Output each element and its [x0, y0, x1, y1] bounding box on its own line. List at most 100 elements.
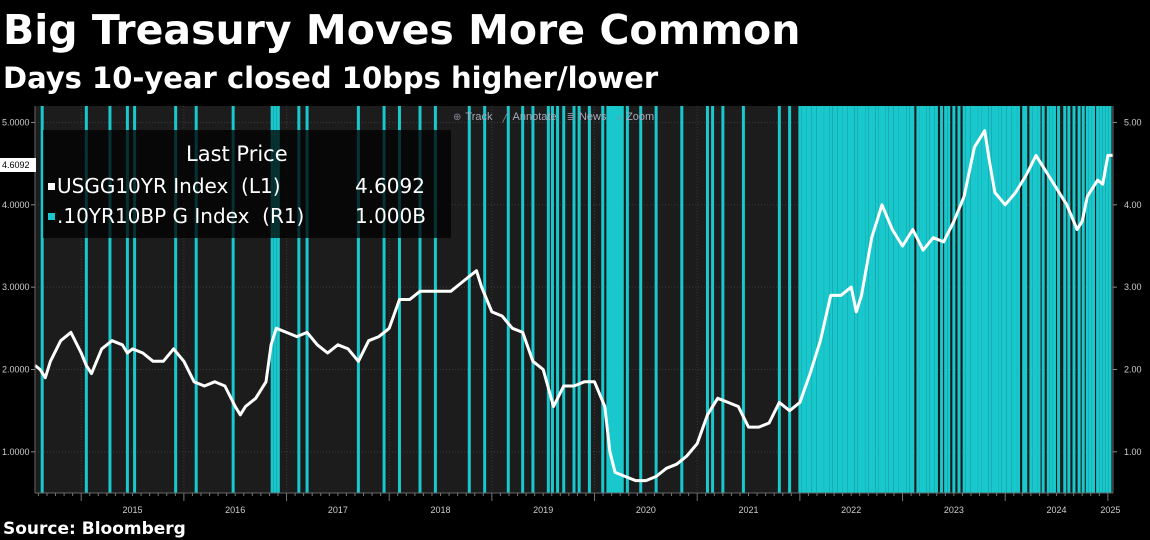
- event-bar: [991, 106, 995, 493]
- event-bar: [276, 106, 280, 493]
- event-bar: [125, 106, 129, 493]
- y-tick-label-left: 2.0000: [2, 364, 30, 374]
- event-bar: [1006, 106, 1010, 493]
- event-bar: [608, 106, 612, 493]
- event-bar: [639, 106, 643, 493]
- event-bar: [923, 106, 927, 493]
- event-bar: [995, 106, 999, 493]
- event-bar: [888, 106, 892, 493]
- event-bar: [1081, 106, 1085, 493]
- event-bar: [798, 106, 802, 493]
- y-tick-label-right: 3.00: [1124, 282, 1142, 292]
- event-bar: [777, 106, 781, 493]
- legend-series-value: 4.6092: [355, 174, 425, 198]
- event-bar: [926, 106, 930, 493]
- event-bar: [839, 106, 843, 493]
- zoom-button[interactable]: ⌕ Zoom: [616, 111, 654, 123]
- event-bar: [878, 106, 882, 493]
- event-bar: [870, 106, 874, 493]
- event-bar: [601, 106, 605, 493]
- event-bar: [521, 106, 525, 493]
- chart-svg[interactable]: 1.0000 2.0000 3.0000 4.0000 5.0000 1.00 2.00 3.…: [0, 106, 1150, 518]
- event-bar: [808, 106, 812, 493]
- event-bar: [382, 106, 386, 493]
- track-label: Track: [465, 111, 493, 123]
- event-bar: [620, 106, 624, 493]
- x-tick-label: 2022: [841, 505, 861, 515]
- event-bar: [862, 106, 866, 493]
- event-bar: [506, 106, 510, 493]
- event-bar: [680, 106, 684, 493]
- event-bar: [967, 106, 971, 493]
- event-bar: [231, 106, 235, 493]
- event-bar: [834, 106, 838, 493]
- event-bar: [1057, 106, 1061, 493]
- chart-title: Big Treasury Moves More Common: [3, 6, 801, 54]
- event-bar: [1077, 106, 1081, 493]
- crosshair-icon: ⊕: [453, 111, 462, 123]
- event-bar: [1022, 106, 1026, 493]
- event-bar: [1017, 106, 1021, 493]
- event-bar: [1102, 106, 1106, 493]
- event-bar: [705, 106, 709, 493]
- news-button[interactable]: ≣ News: [567, 111, 607, 123]
- event-bar: [906, 106, 910, 493]
- event-bar: [625, 106, 629, 493]
- event-bar: [174, 106, 178, 493]
- event-bar: [934, 106, 938, 493]
- event-bar: [983, 106, 987, 493]
- event-bar: [962, 106, 966, 493]
- event-bar: [572, 106, 576, 493]
- event-bar: [940, 106, 944, 493]
- chart-area[interactable]: 1.0000 2.0000 3.0000 4.0000 5.0000 1.00 2.00 3.…: [0, 106, 1150, 518]
- event-bar: [1032, 106, 1036, 493]
- legend-header: Last Price: [186, 142, 288, 166]
- event-bar: [882, 106, 886, 493]
- legend-series-value: 1.000B: [355, 204, 426, 228]
- event-bar: [531, 106, 535, 493]
- event-bar: [806, 106, 810, 493]
- event-bar: [1091, 106, 1095, 493]
- source-note: Source: Bloomberg: [3, 519, 186, 539]
- y-tick-label-right: 4.00: [1124, 200, 1142, 210]
- event-bar: [577, 106, 581, 493]
- event-bar: [1088, 106, 1092, 493]
- y-tick-label-left: 1.0000: [2, 447, 30, 457]
- event-bar: [903, 106, 907, 493]
- event-bar: [803, 106, 807, 493]
- event-bar: [1013, 106, 1017, 493]
- event-bar: [356, 106, 360, 493]
- event-bar: [868, 106, 872, 493]
- y-tick-label-right: 2.00: [1124, 364, 1142, 374]
- event-bar: [606, 106, 610, 493]
- event-bar: [816, 106, 820, 493]
- last-price-marker: 4.6092: [0, 158, 36, 172]
- x-tick-label: 2017: [328, 505, 348, 515]
- y-tick-label-right: 1.00: [1124, 447, 1142, 457]
- event-bar: [947, 106, 951, 493]
- track-button[interactable]: ⊕ Track: [453, 111, 492, 123]
- event-bar: [1085, 106, 1089, 493]
- annotate-button[interactable]: ╱ Annotate: [502, 111, 556, 123]
- event-bar: [993, 106, 997, 493]
- event-bar: [965, 106, 969, 493]
- event-bar: [890, 106, 894, 493]
- x-tick-label: 2025: [1100, 505, 1120, 515]
- event-bar: [872, 106, 876, 493]
- x-tick-label: 2018: [431, 505, 451, 515]
- event-bar: [1067, 106, 1071, 493]
- event-bar: [901, 106, 905, 493]
- event-bar: [1034, 106, 1038, 493]
- event-bar: [1003, 106, 1007, 493]
- event-bar: [1108, 106, 1112, 493]
- event-bar: [562, 106, 566, 493]
- yield-line: [34, 129, 1113, 483]
- event-bar: [970, 106, 974, 493]
- event-bar: [1029, 106, 1033, 493]
- event-bar: [895, 106, 899, 493]
- event-bar: [952, 106, 956, 493]
- event-bar: [297, 106, 301, 493]
- event-bar: [418, 106, 422, 493]
- event-bar: [1049, 106, 1053, 493]
- legend-swatch-cyan: [48, 212, 55, 220]
